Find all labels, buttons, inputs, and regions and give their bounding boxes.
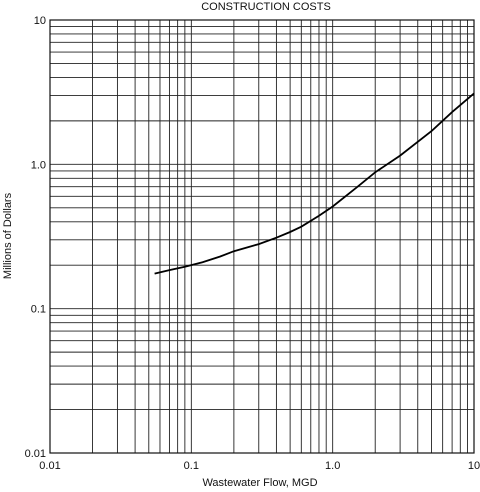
y-tick-label: 10: [34, 15, 46, 27]
cost-curve-line: [154, 92, 475, 275]
y-axis-label: Millions of Dollars: [2, 192, 14, 279]
x-tick-label: 0.01: [39, 460, 60, 472]
plot-frame: [49, 19, 475, 454]
y-tick-label: 0.1: [31, 304, 46, 316]
x-tick-label: 1.0: [325, 460, 340, 472]
tick-labels: 0.01 0.1 1.0 10 0.01 0.1 1.0 10: [25, 15, 480, 472]
x-tick-label: 0.1: [184, 460, 199, 472]
x-tick-label: 10: [468, 460, 480, 472]
grid-lines: [49, 20, 474, 454]
y-tick-label: 0.01: [25, 448, 46, 460]
chart-title: CONSTRUCTION COSTS: [201, 1, 331, 13]
x-axis-label: Wastewater Flow, MGD: [202, 477, 317, 489]
y-tick-label: 1.0: [31, 159, 46, 171]
